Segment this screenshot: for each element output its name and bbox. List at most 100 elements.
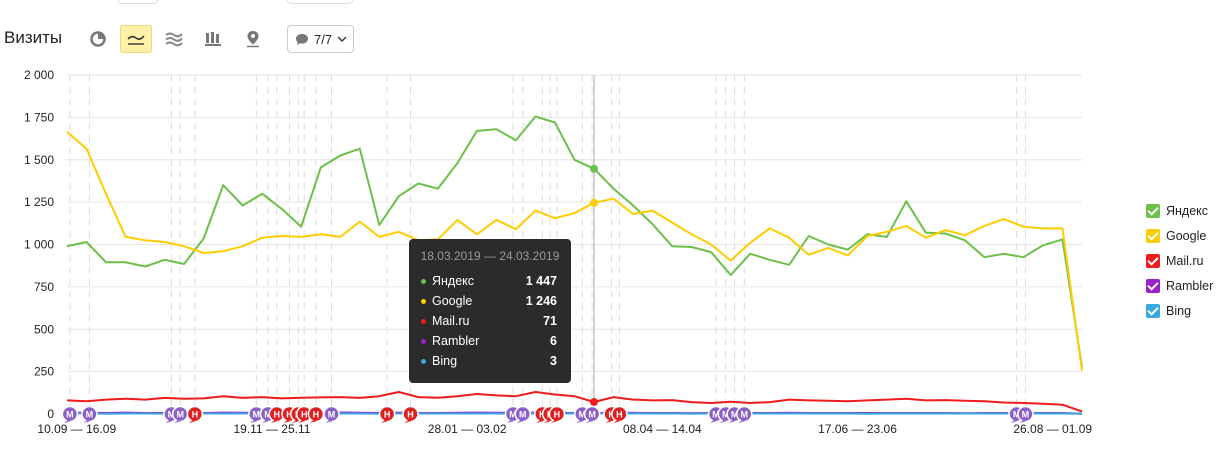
- annotation-bubble[interactable]: [611, 405, 628, 423]
- y-tick-label: 0: [47, 407, 54, 421]
- legend-item-google[interactable]: Google: [1146, 223, 1213, 248]
- annotation-tail: [325, 420, 333, 423]
- tooltip-row: Rambler 6: [421, 331, 557, 351]
- series-line-google: [66, 131, 1083, 371]
- annotation-tail: [719, 420, 727, 423]
- y-tick-label: 750: [34, 280, 54, 294]
- legend-checkbox[interactable]: [1146, 203, 1160, 218]
- chart-legend: Яндекс Google Mail.ru Rambler Bing: [1146, 198, 1213, 323]
- legend-label: Rambler: [1166, 278, 1214, 293]
- tooltip-series-value: 71: [543, 314, 557, 328]
- legend-item-yandex[interactable]: Яндекс: [1146, 198, 1213, 223]
- tooltip-series-value: 6: [550, 334, 557, 348]
- annotation-marker: М: [323, 405, 340, 423]
- annotation-tail: [507, 420, 514, 423]
- series-line-mailru: [66, 391, 1083, 413]
- legend-checkbox[interactable]: [1146, 253, 1160, 268]
- annotations-dropdown[interactable]: 7/7: [287, 25, 354, 53]
- annotation-bubble[interactable]: [548, 405, 566, 423]
- annotation-tail: [728, 420, 736, 423]
- comment-icon: [296, 33, 308, 45]
- x-tick-label: 19.11 — 25.11: [233, 422, 310, 436]
- annotation-tail: [613, 420, 621, 423]
- annotation-marker: М: [583, 405, 601, 423]
- annotation-letter: М: [176, 410, 184, 420]
- legend-checkbox[interactable]: [1146, 303, 1160, 318]
- annotation-tail: [188, 420, 196, 423]
- legend-label: Mail.ru: [1166, 253, 1204, 268]
- tooltip-date-range: 18.03.2019 — 24.03.2019: [420, 249, 560, 263]
- annotation-tail: [63, 420, 71, 423]
- annotation-letter: Н: [192, 410, 199, 420]
- annotation-tail: [550, 420, 558, 423]
- tooltip-row: Bing 3: [421, 351, 557, 371]
- annotation-letter: М: [519, 410, 527, 420]
- annotation-marker: Н: [611, 405, 628, 423]
- legend-item-rambler[interactable]: Rambler: [1146, 273, 1213, 298]
- annotation-bubble[interactable]: [736, 405, 753, 423]
- annotation-letter: М: [1013, 410, 1021, 420]
- annotation-tail: [174, 420, 182, 423]
- annotation-bubble[interactable]: [186, 405, 204, 423]
- y-tick-label: 1 750: [24, 110, 54, 124]
- annotation-letter: М: [264, 410, 272, 420]
- annotation-tail: [536, 420, 544, 423]
- annotation-letter: М: [712, 410, 720, 420]
- line-chart-button[interactable]: [120, 25, 152, 53]
- annotation-letter: М: [168, 410, 176, 420]
- tooltip-series-value: 3: [550, 354, 557, 368]
- annotation-letter: Н: [301, 410, 308, 420]
- annotation-tail: [270, 420, 278, 423]
- legend-item-mailru[interactable]: Mail.ru: [1146, 248, 1213, 273]
- annotation-tail: [292, 420, 300, 423]
- series-dot: [421, 338, 426, 344]
- annotation-bubble[interactable]: [81, 405, 98, 423]
- annotation-tail: [404, 420, 412, 423]
- series-line-yandex: [66, 115, 1083, 368]
- annotation-marker: Н: [268, 405, 286, 423]
- legend-label: Яндекс: [1166, 203, 1209, 218]
- annotation-tail: [83, 420, 91, 423]
- y-tick-label: 2 000: [24, 68, 54, 82]
- legend-checkbox[interactable]: [1146, 278, 1160, 293]
- annotation-letter: М: [509, 410, 517, 420]
- annotation-letter: Н: [274, 410, 281, 420]
- tooltip-series-value: 1 246: [525, 294, 557, 308]
- annotation-bubble[interactable]: [514, 405, 532, 423]
- x-tick-label: 17.06 — 23.06: [818, 422, 897, 436]
- pie-chart-button[interactable]: [82, 25, 114, 53]
- chevron-down-icon: [337, 36, 347, 42]
- tooltip-series-name: Яндекс: [432, 274, 475, 288]
- annotation-marker: М: [61, 405, 79, 423]
- annotation-bubble[interactable]: [61, 405, 79, 423]
- legend-checkbox[interactable]: [1146, 228, 1160, 243]
- line-chart-icon: [127, 35, 145, 45]
- annotation-bubble[interactable]: [378, 405, 396, 423]
- x-tick-label: 10.09 — 16.09: [37, 422, 116, 436]
- legend-item-bing[interactable]: Bing: [1146, 298, 1213, 323]
- x-tick-label: 08.04 — 14.04: [623, 422, 702, 436]
- annotation-tail: [605, 420, 613, 423]
- annotation-letter: Н: [384, 410, 391, 420]
- annotation-bubble[interactable]: [583, 405, 601, 423]
- chart-title: Визиты: [4, 28, 63, 47]
- map-button[interactable]: [237, 25, 269, 53]
- annotation-letter: М: [579, 410, 587, 420]
- annotation-letter: М: [1022, 410, 1030, 420]
- annotation-marker: М: [1017, 405, 1034, 423]
- annotation-bubble[interactable]: [1017, 405, 1034, 423]
- tooltip-series-name: Google: [432, 294, 473, 308]
- annotation-letter: М: [731, 410, 739, 420]
- annotation-bubble[interactable]: [323, 405, 340, 423]
- annotation-bubble[interactable]: [402, 405, 419, 423]
- annotations-count: 7/7: [314, 31, 333, 47]
- tooltip-series-name: Mail.ru: [432, 314, 470, 328]
- annotation-tail: [1019, 420, 1027, 423]
- x-tick-label: 26.08 — 01.09: [1013, 422, 1092, 436]
- bar-chart-button[interactable]: [197, 25, 229, 53]
- annotation-tail: [165, 420, 173, 423]
- annotation-tail: [576, 420, 584, 423]
- area-chart-button[interactable]: [158, 25, 190, 53]
- series-dot: [421, 278, 426, 284]
